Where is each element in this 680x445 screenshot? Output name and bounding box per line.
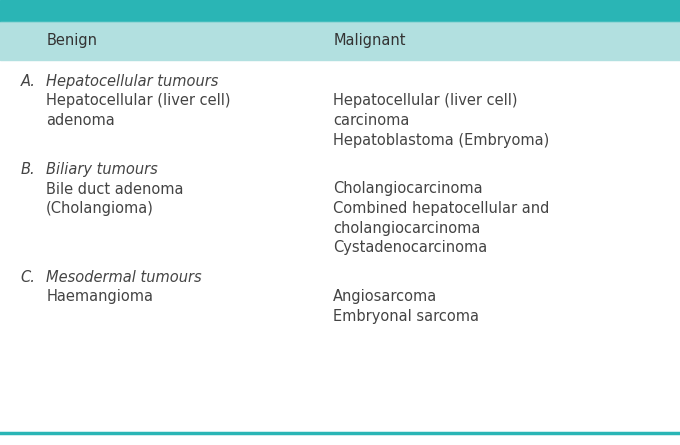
Text: Hepatoblastoma (Embryoma): Hepatoblastoma (Embryoma)	[333, 133, 549, 147]
Text: Cystadenocarcinoma: Cystadenocarcinoma	[333, 240, 488, 255]
Text: Hepatocellular (liver cell): Hepatocellular (liver cell)	[333, 93, 517, 109]
Text: Hepatocellular (liver cell): Hepatocellular (liver cell)	[46, 93, 231, 109]
Text: Biliary tumours: Biliary tumours	[46, 162, 158, 177]
Text: carcinoma: carcinoma	[333, 113, 409, 128]
Text: Benign: Benign	[46, 33, 97, 49]
Bar	[0, 0, 680, 22]
Text: Mesodermal tumours: Mesodermal tumours	[46, 270, 202, 284]
Text: adenoma: adenoma	[46, 113, 115, 128]
Text: Malignant: Malignant	[333, 33, 406, 49]
Bar	[0, 22, 680, 60]
Text: (Cholangioma): (Cholangioma)	[46, 201, 154, 216]
Text: Angiosarcoma: Angiosarcoma	[333, 289, 437, 304]
Text: Cholangiocarcinoma: Cholangiocarcinoma	[333, 182, 483, 197]
Text: A.: A.	[20, 74, 35, 89]
Text: Bile duct adenoma: Bile duct adenoma	[46, 182, 184, 197]
Text: Haemangioma: Haemangioma	[46, 289, 153, 304]
Text: B.: B.	[20, 162, 35, 177]
Text: cholangiocarcinoma: cholangiocarcinoma	[333, 221, 481, 235]
Text: C.: C.	[20, 270, 35, 284]
Text: Combined hepatocellular and: Combined hepatocellular and	[333, 201, 549, 216]
Text: Embryonal sarcoma: Embryonal sarcoma	[333, 308, 479, 324]
Text: Hepatocellular tumours: Hepatocellular tumours	[46, 74, 218, 89]
